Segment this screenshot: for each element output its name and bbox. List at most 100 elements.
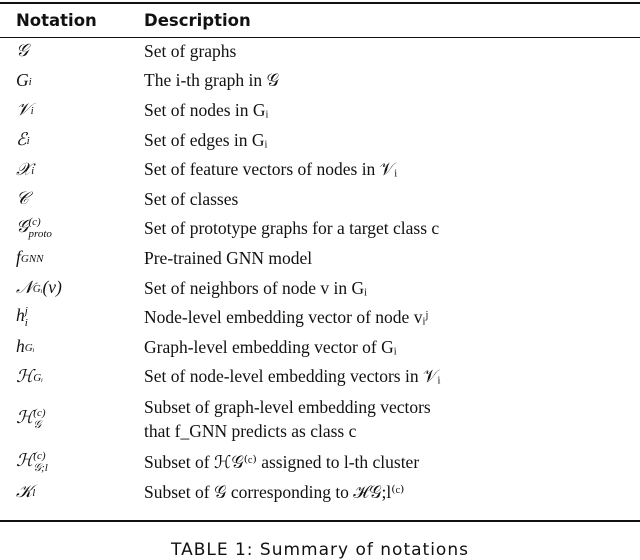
description-text: Set of neighbors of node v in Gᵢ [144,277,368,298]
notation-symbol: 𝒦 [16,481,33,502]
notation-subscript: 𝒢 [33,419,42,432]
notation-symbol: ℰ [16,129,27,150]
description-cell: Set of classes [144,184,440,214]
notation-cell: ℋ (c) 𝒢;l [0,447,144,477]
description-text: Node-level embedding vector of node vᵢʲ [144,307,429,328]
notation-symbol: ℋ [16,407,34,428]
notation-cell: 𝒩 Gᵢ (v) [0,273,144,303]
notation-symbol: ℋ [16,449,34,470]
top-rule [0,2,640,4]
notation-cell: ℋ Gᵢ [0,362,144,392]
notation-symbol: 𝒳 [16,158,32,179]
notation-cell: 𝒢 [0,36,144,66]
header-rule [0,37,640,38]
notation-symbol: h [16,305,25,326]
notation-subscript: i [24,317,28,330]
notation-cell: 𝒢 (c) proto [0,214,144,244]
description-cell: Set of neighbors of node v in Gᵢ [144,273,440,303]
notation-symbol: G [16,69,29,90]
bottom-rule [0,520,640,522]
description-text: Set of edges in Gᵢ [144,129,268,150]
notation-symbol: 𝒱 [16,99,31,120]
description-cell: Set of graphs [144,36,440,66]
description-cell: Subset of graph-level embedding vectors t… [144,391,440,447]
description-cell: The i-th graph in 𝒢 [144,66,440,96]
notation-subscript: i [31,164,35,177]
notation-subscript: Gᵢ [33,371,43,384]
notation-symbol: 𝒩 [16,277,33,298]
header-row: Notation Description [0,4,440,36]
notation-cell: 𝒞 [0,184,144,214]
description-text: Set of feature vectors of nodes in 𝒱ᵢ [144,159,398,180]
description-text: Subset of graph-level embedding vectors [144,397,431,418]
description-cell: Pre-trained GNN model [144,243,440,273]
notation-subscript: i [26,135,30,148]
table-caption: TABLE 1: Summary of notations [171,540,469,560]
notation-subscript: Gᵢ [32,283,43,296]
table-row: ℋ Gᵢ Set of node-level embedding vectors i… [0,362,440,392]
description-text: The i-th graph in 𝒢 [144,70,279,91]
table-row: ℋ (c) 𝒢 Subset of graph-level embedding vec… [0,391,440,447]
header-notation: Notation [16,10,97,30]
table-row: 𝒩 Gᵢ (v) Set of neighbors of node v in Gᵢ [0,273,440,303]
description-cell: Set of node-level embedding vectors in 𝒱… [144,362,440,392]
description-text: Set of graphs [144,40,237,61]
notation-superscript: (c) [28,216,41,229]
table-row: h j i Node-level embedding vector of node v… [0,302,440,332]
description-cell: Set of feature vectors of nodes in 𝒱ᵢ [144,154,440,184]
description-cell: Set of nodes in Gᵢ [144,95,440,125]
notation-cell: h Gᵢ [0,332,144,362]
table-row: h Gᵢ Graph-level embedding vector of Gᵢ [0,332,440,362]
description-text: Set of nodes in Gᵢ [144,99,269,120]
notation-cell: ℋ (c) 𝒢 [0,391,144,447]
description-cell: Graph-level embedding vector of Gᵢ [144,332,440,362]
description-cell: Node-level embedding vector of node vᵢʲ [144,302,440,332]
notation-subscript: 𝒢;l [33,461,48,474]
notation-subscript: proto [28,228,52,241]
notation-symbol: h [16,336,25,357]
description-text: Set of classes [144,188,239,209]
description-cell: Set of edges in Gᵢ [144,125,440,155]
table-row: f GNN Pre-trained GNN model [0,243,440,273]
notation-superscript: j [24,305,28,318]
notation-subscript: Gᵢ [24,342,35,355]
notation-subscript: i [28,75,32,88]
description-text-line2: that f_GNN predicts as class c [144,421,357,442]
description-cell: Subset of 𝒢 corresponding to ℋ𝒢;l⁽ᶜ⁾ [144,477,440,507]
notation-argument: (v) [42,277,62,298]
description-text: Set of node-level embedding vectors in 𝒱… [144,366,441,387]
notation-subscript: l [32,487,36,499]
notation-symbol: 𝒢 [16,216,29,237]
table-row: ℋ (c) 𝒢;l Subset of ℋ𝒢⁽ᶜ⁾ assigned to l-th … [0,447,440,477]
table-row: 𝒢 (c) proto Set of prototype graphs for a t… [0,214,440,244]
notation-symbol: f [16,247,21,268]
description-text: Set of prototype graphs for a target cla… [144,218,440,239]
description-cell: Subset of ℋ𝒢⁽ᶜ⁾ assigned to l-th cluster [144,447,440,477]
description-cell: Set of prototype graphs for a target cla… [144,214,440,244]
notation-cell: f GNN [0,243,144,273]
description-text: Pre-trained GNN model [144,247,313,268]
table-row: 𝒞 Set of classes [0,184,440,214]
header-description: Description [144,10,251,30]
description-text: Graph-level embedding vector of Gᵢ [144,336,397,357]
notation-superscript: (c) [33,449,46,462]
notation-superscript: (c) [33,407,46,420]
table-row: 𝒢 Set of graphs [0,36,440,66]
notation-symbol: 𝒢 [16,40,29,61]
notation-subscript: i [30,105,34,118]
description-text: Subset of ℋ𝒢⁽ᶜ⁾ assigned to l-th cluster [144,451,420,472]
notation-subscript: GNN [20,253,44,266]
description-text: Subset of 𝒢 corresponding to ℋ𝒢;l⁽ᶜ⁾ [144,481,405,502]
